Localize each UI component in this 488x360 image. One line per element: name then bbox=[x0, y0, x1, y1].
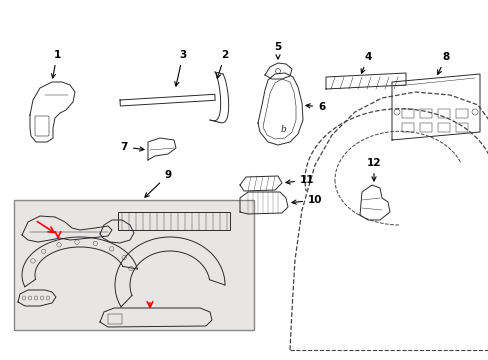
Bar bbox=[118, 212, 229, 230]
Text: 9: 9 bbox=[144, 170, 171, 197]
Bar bbox=[108, 314, 122, 324]
Bar bbox=[455, 123, 467, 132]
Text: 4: 4 bbox=[360, 52, 371, 73]
Text: 1: 1 bbox=[51, 50, 61, 78]
Bar bbox=[455, 109, 467, 118]
Text: 7: 7 bbox=[121, 142, 143, 152]
Text: 8: 8 bbox=[437, 52, 448, 75]
Bar bbox=[419, 109, 431, 118]
Text: 3: 3 bbox=[174, 50, 186, 86]
Text: 10: 10 bbox=[291, 195, 322, 205]
Text: 5: 5 bbox=[274, 42, 281, 59]
Text: 6: 6 bbox=[305, 102, 325, 112]
Text: 12: 12 bbox=[366, 158, 381, 181]
Bar bbox=[437, 109, 449, 118]
Text: 2: 2 bbox=[216, 50, 228, 78]
Text: b: b bbox=[280, 125, 285, 134]
Bar bbox=[401, 109, 413, 118]
Bar bbox=[14, 200, 253, 330]
Text: 11: 11 bbox=[285, 175, 314, 185]
Bar bbox=[437, 123, 449, 132]
Bar bbox=[401, 123, 413, 132]
Bar bbox=[419, 123, 431, 132]
